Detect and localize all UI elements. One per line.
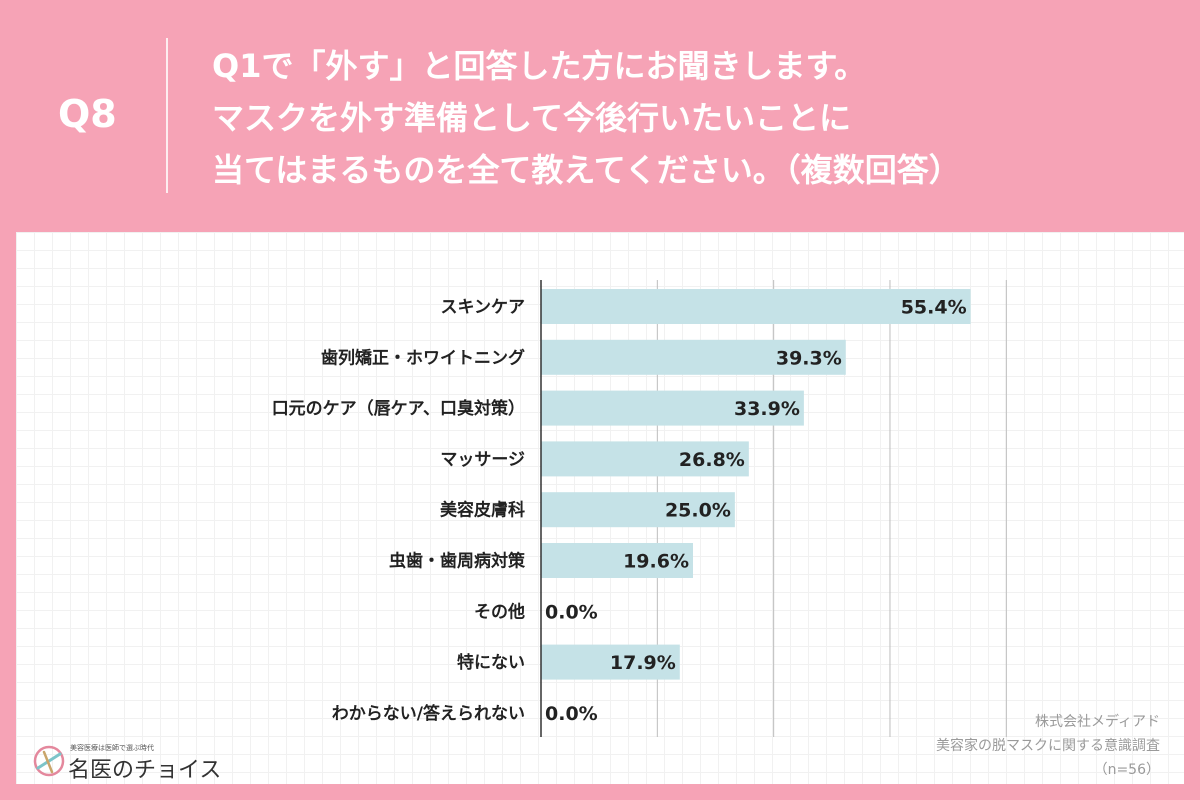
- question-line-3: 当てはまるものを全て教えてください。（複数回答）: [212, 151, 961, 189]
- bar-chart: スキンケア 55.4% 歯列矯正・ホワイトニング 39.3% 口元のケア（唇ケア、口臭対…: [272, 280, 1007, 737]
- header-divider: [166, 38, 168, 193]
- category-label-9: わからない/答えられない: [332, 703, 525, 724]
- question-number: Q8: [58, 92, 117, 136]
- value-label-4: 26.8%: [679, 449, 745, 471]
- bar-3: [541, 390, 804, 426]
- chart-panel: スキンケア 55.4% 歯列矯正・ホワイトニング 39.3% 口元のケア（唇ケア、口臭対…: [16, 232, 1184, 784]
- bar-2: [541, 339, 846, 375]
- logo-name: 名医のチョイス: [68, 758, 222, 783]
- category-label-8: 特にない: [457, 652, 525, 673]
- category-label-7: その他: [474, 601, 525, 622]
- source-company: 株式会社メディアド: [1034, 714, 1160, 730]
- category-label-5: 美容皮膚科: [440, 500, 525, 521]
- category-label-3: 口元のケア（唇ケア、口臭対策）: [272, 398, 525, 419]
- source-survey: 美容家の脱マスクに関する意識調査: [936, 738, 1160, 754]
- source-note: 株式会社メディアド 美容家の脱マスクに関する意識調査 （n=56）: [936, 710, 1160, 782]
- bar-6: [541, 543, 693, 578]
- category-label-1: スキンケア: [441, 298, 526, 318]
- question-line-1: Q1で「外す」と回答した方にお聞きします。: [212, 47, 867, 85]
- bar-4: [541, 441, 749, 477]
- value-label-8: 17.9%: [610, 652, 676, 674]
- value-label-6: 19.6%: [623, 551, 689, 573]
- value-label-3: 33.9%: [734, 398, 800, 420]
- bar-8: [541, 644, 680, 680]
- source-sample-size: （n=56）: [1093, 762, 1160, 778]
- logo-mark-icon: [33, 745, 65, 777]
- category-label-6: 虫歯・歯周病対策: [389, 551, 526, 572]
- value-label-2: 39.3%: [776, 347, 842, 369]
- bar-1: [541, 289, 971, 324]
- question-text: Q1で「外す」と回答した方にお聞きします。 マスクを外す準備として今後行いたいこ…: [212, 40, 961, 196]
- logo-tagline: 美容医療は医師で選ぶ時代: [70, 744, 154, 752]
- value-label-5: 25.0%: [665, 500, 731, 522]
- category-label-2: 歯列矯正・ホワイトニング: [321, 347, 525, 368]
- question-header: Q8 Q1で「外す」と回答した方にお聞きします。 マスクを外す準備として今後行い…: [0, 0, 1200, 230]
- value-label-9: 0.0%: [545, 703, 598, 725]
- value-label-1: 55.4%: [901, 297, 967, 319]
- value-label-7: 0.0%: [545, 601, 598, 623]
- bar-5: [541, 492, 735, 528]
- brand-logo: 美容医療は医師で選ぶ時代 名医のチョイス: [30, 740, 221, 783]
- question-line-2: マスクを外す準備として今後行いたいことに: [212, 99, 852, 137]
- category-label-4: マッサージ: [440, 450, 525, 470]
